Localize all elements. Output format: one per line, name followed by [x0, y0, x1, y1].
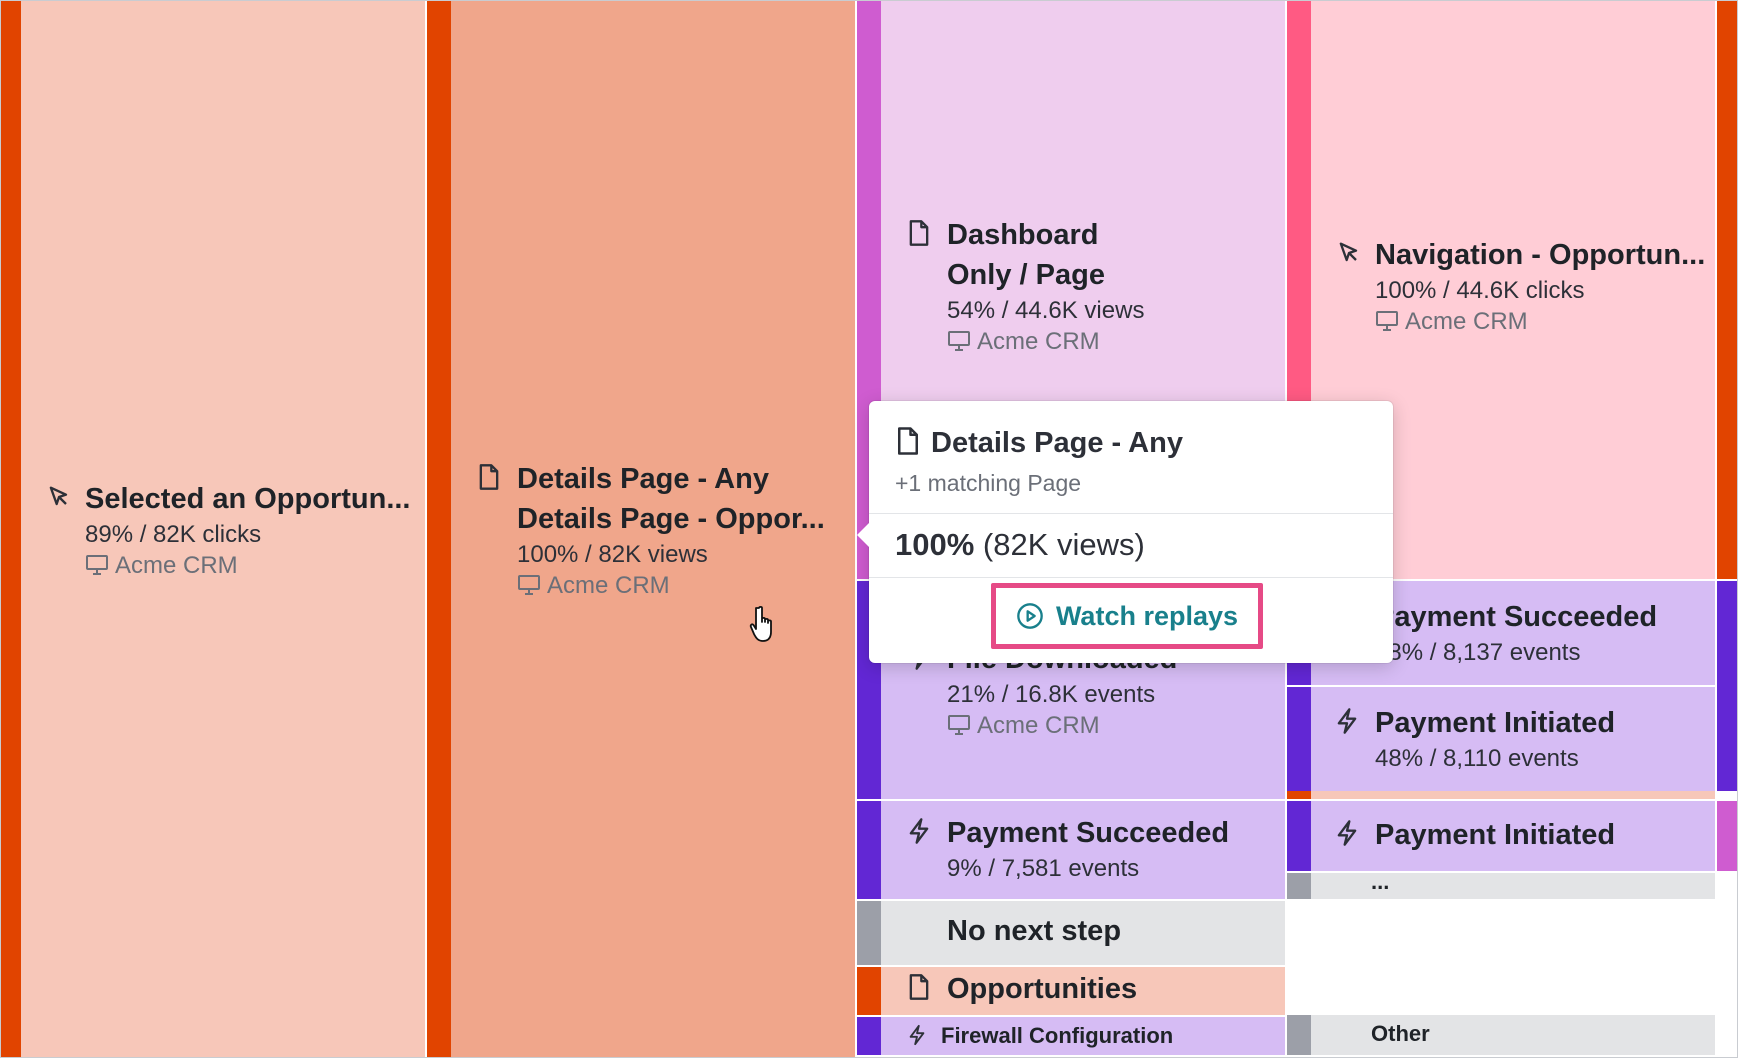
- node-color-bar: [1287, 791, 1311, 799]
- node-color-bar: [1287, 801, 1311, 871]
- node-color-bar: [1287, 1015, 1311, 1055]
- bolt-icon: [907, 817, 937, 845]
- node-app: Acme CRM: [947, 327, 1144, 357]
- node-title: Other: [1371, 1021, 1430, 1046]
- watch-replays-button[interactable]: Watch replays: [991, 583, 1263, 649]
- watch-replays-label: Watch replays: [1055, 600, 1239, 631]
- node-title: Payment Succeeded: [907, 813, 1229, 853]
- tooltip-title: Details Page - Any: [895, 423, 1373, 463]
- node-payment-initiated-right2[interactable]: Payment Initiated: [1285, 799, 1715, 871]
- tooltip-divider: [869, 513, 1393, 514]
- node-title: No next step: [947, 915, 1122, 947]
- node-stat: 48% / 8,137 events: [1375, 639, 1581, 666]
- page-icon: [907, 219, 937, 247]
- node-app: Acme CRM: [85, 551, 411, 581]
- ellipsis-label: ...: [1371, 871, 1390, 894]
- node-app: Acme CRM: [947, 711, 1177, 741]
- bolt-icon: [1335, 819, 1365, 847]
- node-details-page[interactable]: Details Page - Any Details Page - Oppor.…: [425, 1, 855, 1057]
- node-tooltip: Details Page - Any +1 matching Page 100%…: [857, 401, 1393, 663]
- node-payment-succeeded-mid[interactable]: Payment Succeeded 9% / 7,581 events: [855, 799, 1285, 899]
- node-color-bar: [1287, 873, 1311, 899]
- node-stat: 89% / 82K clicks: [85, 521, 262, 548]
- node-edge-magenta[interactable]: [1715, 799, 1737, 871]
- node-color-bar: [857, 901, 881, 965]
- node-edge-purple[interactable]: [1715, 579, 1737, 791]
- monitor-icon: [947, 714, 971, 736]
- tooltip-count: (82K views): [982, 527, 1145, 562]
- monitor-icon: [1375, 310, 1399, 332]
- node-edge-orange[interactable]: [1715, 1, 1737, 579]
- node-title: Details Page - Any: [477, 459, 825, 499]
- cursor-click-icon: [45, 483, 75, 511]
- node-title: Payment Initiated: [1335, 815, 1615, 855]
- monitor-icon: [85, 554, 109, 576]
- node-stat: 100% / 44.6K clicks: [1375, 277, 1585, 304]
- tooltip-stat: 100% (82K views): [895, 523, 1145, 567]
- tooltip-arrow: [857, 523, 869, 547]
- node-app: Acme CRM: [1375, 307, 1705, 337]
- node-app: Acme CRM: [517, 571, 825, 601]
- page-icon: [477, 463, 507, 491]
- node-small-segment[interactable]: [1285, 791, 1715, 799]
- tooltip-divider: [869, 577, 1393, 578]
- node-color-bar: [857, 801, 881, 899]
- cursor-click-icon: [1335, 239, 1365, 267]
- node-stat: 48% / 8,110 events: [1375, 745, 1579, 772]
- node-title: Selected an Opportun...: [45, 479, 411, 519]
- node-no-next-step[interactable]: No next step: [855, 899, 1285, 965]
- hand-cursor-icon: [745, 605, 779, 650]
- node-title: Dashboard: [907, 215, 1144, 255]
- node-color-bar: [857, 1017, 881, 1055]
- node-selected-opportunity[interactable]: Selected an Opportun... 89% / 82K clicks…: [1, 1, 425, 1057]
- page-icon: [895, 426, 921, 456]
- tooltip-subtitle: +1 matching Page: [895, 470, 1082, 496]
- bolt-icon: [1335, 707, 1365, 735]
- node-stat: 54% / 44.6K views: [947, 297, 1145, 324]
- page-icon: [907, 973, 937, 1001]
- play-circle-icon: [1016, 602, 1044, 630]
- node-title-line2: Only / Page: [947, 259, 1105, 291]
- monitor-icon: [517, 574, 541, 596]
- bolt-icon: [907, 1024, 927, 1054]
- node-title: Opportunities: [907, 969, 1137, 1009]
- node-title: Payment Initiated: [1335, 703, 1615, 743]
- node-other[interactable]: Other: [1285, 1015, 1715, 1055]
- node-title: Payment Succeeded: [1335, 597, 1657, 637]
- node-color-bar: [857, 967, 881, 1015]
- node-ellipsis[interactable]: ...: [1285, 871, 1715, 899]
- node-color-bar: [1, 1, 21, 1057]
- node-payment-initiated-right[interactable]: Payment Initiated 48% / 8,110 events: [1285, 685, 1715, 791]
- node-title-line2: Details Page - Oppor...: [517, 503, 825, 535]
- node-title: Firewall Configuration: [907, 1021, 1173, 1054]
- node-color-bar: [427, 1, 451, 1057]
- node-stat: 9% / 7,581 events: [947, 855, 1140, 882]
- node-firewall-configuration[interactable]: Firewall Configuration: [855, 1015, 1285, 1055]
- monitor-icon: [947, 330, 971, 352]
- node-title: Navigation - Opportun...: [1335, 235, 1705, 275]
- node-stat: 21% / 16.8K events: [947, 681, 1156, 708]
- node-stat: 100% / 82K views: [517, 541, 708, 568]
- node-opportunities[interactable]: Opportunities: [855, 965, 1285, 1015]
- node-color-bar: [1287, 687, 1311, 791]
- tooltip-percent: 100%: [895, 527, 975, 562]
